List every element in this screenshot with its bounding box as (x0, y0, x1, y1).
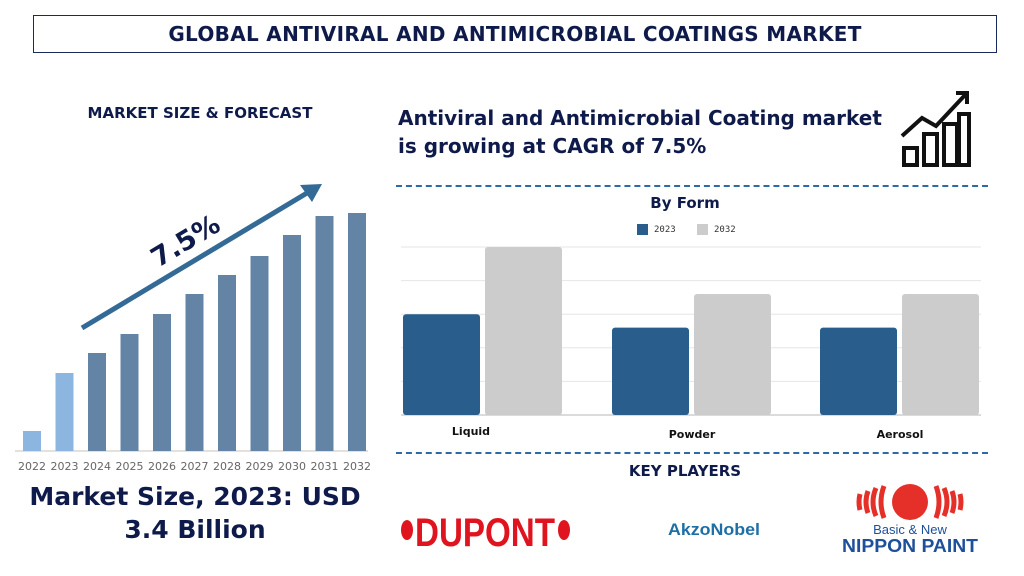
legend-swatch (637, 224, 648, 235)
x-tick-label: 2025 (116, 460, 144, 473)
svg-text:AkzoNobel: AkzoNobel (668, 520, 760, 539)
x-tick-label: 2024 (83, 460, 111, 473)
x-tick-label: 2032 (343, 460, 371, 473)
bar-2026 (153, 314, 171, 451)
bar-2025 (120, 334, 139, 451)
x-tick-label: 2029 (246, 460, 274, 473)
x-tick-label: 2023 (51, 460, 79, 473)
x-tick-label: 2028 (213, 460, 241, 473)
divider (396, 185, 988, 187)
page-title: GLOBAL ANTIVIRAL AND ANTIMICROBIAL COATI… (33, 15, 997, 53)
growth-arrow-head (300, 184, 322, 202)
legend-swatch (697, 224, 708, 235)
bar-2032 (348, 213, 366, 451)
legend-label: 2032 (714, 224, 736, 235)
x-tick-label: 2031 (311, 460, 339, 473)
bar-aerosol-2032 (902, 294, 979, 415)
market-size-forecast-title: MARKET SIZE & FORECAST (87, 104, 313, 122)
x-tick-label: 2022 (18, 460, 46, 473)
x-tick-label: 2027 (181, 460, 209, 473)
svg-text:Basic & New: Basic & New (873, 522, 947, 537)
legend-item-2023: 2023 (637, 224, 676, 235)
x-tick-label: 2030 (278, 460, 306, 473)
bar-powder-2023 (612, 327, 689, 415)
growth-chart-icon (900, 91, 971, 167)
bar-2023 (55, 373, 74, 451)
bar-2031 (315, 216, 334, 451)
bar-2027 (185, 294, 204, 451)
market-size-text: Market Size, 2023: USD 3.4 Billion (29, 482, 361, 544)
dupont-logo: DUPONT (401, 511, 570, 555)
category-label: Aerosol (876, 428, 924, 441)
legend-item-2032: 2032 (697, 224, 736, 235)
legend-label: 2023 (654, 224, 676, 235)
bar-2022 (23, 431, 41, 451)
category-label: Liquid (451, 425, 491, 438)
growth-arrow (80, 187, 314, 331)
svg-text:NIPPON PAINT: NIPPON PAINT (842, 536, 978, 556)
by-form-chart (401, 246, 981, 416)
market-forecast-chart: 2022 2023 2024 2025 2026 2027 2028 2029 2030 2031… (15, 184, 371, 473)
bar-liquid-2032 (485, 247, 562, 415)
svg-text:DUPONT: DUPONT (415, 511, 555, 555)
bar-2028 (218, 275, 236, 451)
nippon-paint-logo: Basic & New NIPPON PAINT (842, 484, 978, 556)
bar-2030 (283, 235, 301, 451)
by-form-chart-title: By Form (650, 194, 720, 212)
akzonobel-logo: AkzoNobel (668, 520, 760, 539)
category-label: Powder (668, 428, 716, 441)
bar-liquid-2023 (403, 314, 480, 415)
bar-powder-2032 (694, 294, 771, 415)
bar-2029 (250, 256, 269, 451)
bar-2024 (88, 353, 106, 451)
bar-aerosol-2023 (820, 327, 897, 415)
x-tick-label: 2026 (148, 460, 176, 473)
key-players-title: KEY PLAYERS (628, 462, 742, 480)
cagr-headline: Antiviral and Antimicrobial Coating mark… (398, 106, 882, 158)
divider (396, 452, 988, 454)
